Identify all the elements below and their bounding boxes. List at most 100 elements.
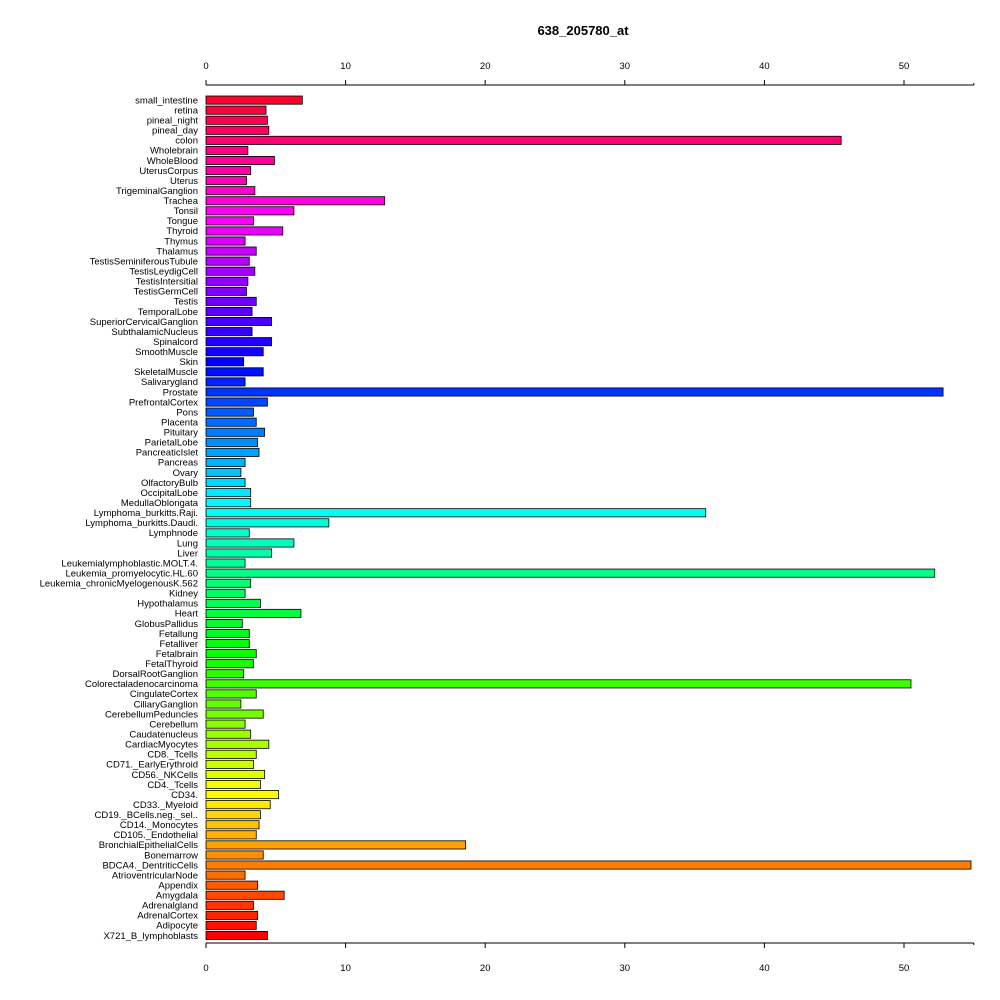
category-label: TestisGermCell xyxy=(134,287,198,298)
category-label: CD56._NKCells xyxy=(131,770,198,781)
category-label: Bonemarrow xyxy=(144,850,198,861)
category-label: MedullaOblongata xyxy=(121,498,199,509)
category-label: PrefrontalCortex xyxy=(129,397,198,408)
category-label: Adrenalgland xyxy=(142,901,198,912)
category-label: AtrioventricularNode xyxy=(112,870,198,881)
bar xyxy=(205,910,259,920)
category-label: Heart xyxy=(175,609,199,620)
bar xyxy=(205,870,246,880)
bar xyxy=(205,397,268,407)
category-label: Thymus xyxy=(164,236,198,247)
bar xyxy=(205,930,268,940)
category-label: CerebellumPeduncles xyxy=(105,709,198,720)
bar xyxy=(205,820,260,830)
bar xyxy=(205,387,944,397)
category-label: Pons xyxy=(176,407,198,418)
top-axis-tick-label: 20 xyxy=(480,61,491,72)
bars-group xyxy=(205,95,972,940)
bar xyxy=(205,759,254,769)
category-label: Pancreas xyxy=(158,458,198,469)
category-label: Caudatenucleus xyxy=(129,729,198,740)
category-label: WholeBlood xyxy=(147,156,198,167)
bar xyxy=(205,739,270,749)
category-label: TestisLeydigCell xyxy=(129,267,198,278)
bottom-axis-tick-label: 20 xyxy=(480,963,491,974)
bar xyxy=(205,810,261,820)
bar xyxy=(205,518,330,528)
bar xyxy=(205,598,261,608)
category-label: Liver xyxy=(177,548,198,559)
category-label: retina xyxy=(174,105,198,116)
bottom-axis-tick-label: 0 xyxy=(203,963,208,974)
bar xyxy=(205,709,264,719)
bar xyxy=(205,125,270,135)
category-label: Kidney xyxy=(169,589,198,600)
category-label: Colorectaladenocarcinoma xyxy=(85,679,199,690)
bar xyxy=(205,920,257,930)
category-label: Amygdala xyxy=(156,891,199,902)
bar xyxy=(205,618,243,628)
category-label: Placenta xyxy=(161,417,199,428)
bar xyxy=(205,669,245,679)
top-axis-tick-label: 30 xyxy=(620,61,631,72)
category-label: ParietalLobe xyxy=(145,438,198,449)
category-label: TestisIntersitial xyxy=(136,277,198,288)
top-axis-tick-label: 10 xyxy=(340,61,351,72)
bar xyxy=(205,468,242,478)
bar xyxy=(205,327,253,337)
bar xyxy=(205,437,259,447)
category-labels: small_intestineretinapineal_nightpineal_… xyxy=(40,95,199,941)
bar xyxy=(205,719,246,729)
category-label: colon xyxy=(175,136,198,147)
bar xyxy=(205,629,250,639)
bar xyxy=(205,538,295,548)
category-label: Pituitary xyxy=(164,428,199,439)
category-label: CingulateCortex xyxy=(130,689,198,700)
category-label: SkeletalMuscle xyxy=(134,367,198,378)
category-label: FetalThyroid xyxy=(145,659,198,670)
bar xyxy=(205,276,249,286)
category-label: PancreaticIslet xyxy=(136,448,199,459)
top-axis-tick-label: 50 xyxy=(899,61,910,72)
category-label: SmoothMuscle xyxy=(135,347,198,358)
category-label: Lymphoma_burkitts.Daudi. xyxy=(85,518,198,529)
category-label: Lymphoma_burkitts.Raji. xyxy=(94,508,198,519)
category-label: Thalamus xyxy=(156,246,198,257)
category-label: Uterus xyxy=(170,176,198,187)
bar xyxy=(205,407,254,417)
bar xyxy=(205,176,247,186)
bottom-x-axis: 0 10 20 30 40 50 xyxy=(203,942,975,974)
category-label: BronchialEpithelialCells xyxy=(99,840,199,851)
category-label: CD4._Tcells xyxy=(147,780,198,791)
bar xyxy=(205,639,250,649)
bar xyxy=(205,236,246,246)
bar xyxy=(205,166,252,176)
bar xyxy=(205,588,246,598)
category-label: Skin xyxy=(180,357,198,368)
bottom-axis-tick-label: 10 xyxy=(340,963,351,974)
category-label: Fetallung xyxy=(159,629,198,640)
bar xyxy=(205,226,284,236)
category-label: CardiacMyocytes xyxy=(125,740,198,751)
category-label: GlobusPallidus xyxy=(135,619,199,630)
category-label: Thyroid xyxy=(166,226,198,237)
bar xyxy=(205,840,467,850)
category-label: CiliaryGanglion xyxy=(134,699,198,710)
category-label: OlfactoryBulb xyxy=(141,478,198,489)
bar xyxy=(205,528,250,538)
category-label: TestisSeminiferousTubule xyxy=(90,256,198,267)
bar xyxy=(205,860,972,870)
bar xyxy=(205,246,257,256)
category-label: Tonsil xyxy=(174,206,198,217)
top-axis-tick-label: 0 xyxy=(203,61,208,72)
bottom-axis-tick-label: 50 xyxy=(899,963,910,974)
bar xyxy=(205,900,254,910)
bar xyxy=(205,206,295,216)
category-label: AdrenalCortex xyxy=(137,911,198,922)
category-label: Fetalliver xyxy=(159,639,198,650)
category-label: CD19._BCells.neg._sel.. xyxy=(95,810,199,821)
category-label: Trachea xyxy=(164,196,199,207)
category-label: small_intestine xyxy=(135,95,198,106)
category-label: Leukemialymphoblastic.MOLT.4. xyxy=(61,558,198,569)
